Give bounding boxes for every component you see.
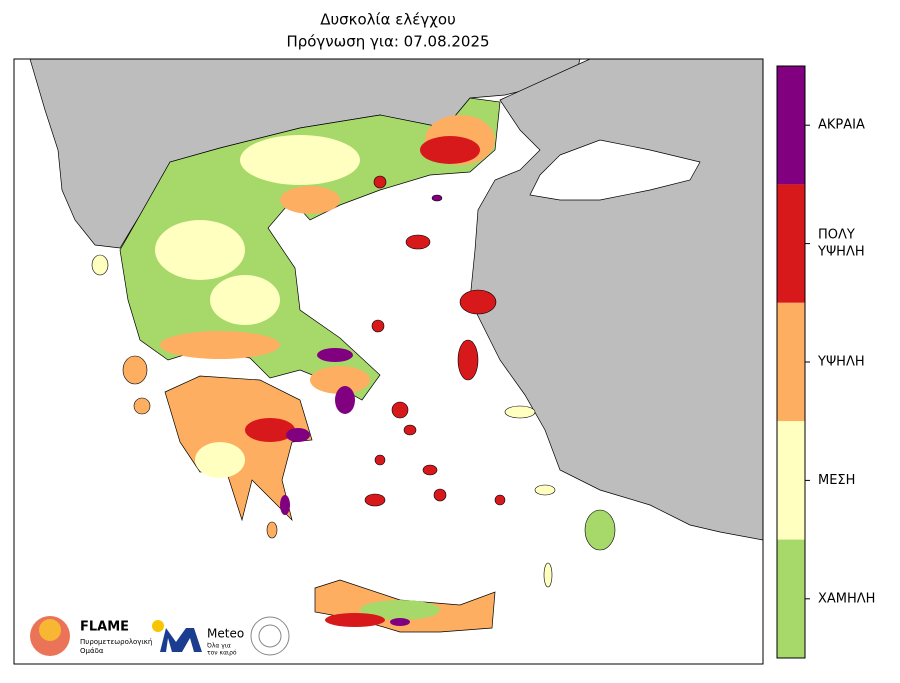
legend-swatch: [777, 66, 805, 185]
logo-text: Όλα για: [206, 643, 231, 650]
legend-swatch: [777, 539, 805, 658]
legend-label: ΑΚΡΑΙΑ: [818, 118, 865, 133]
legend-label: ΜΕΣΗ: [818, 473, 855, 488]
legend-label: ΥΨΗΛΗ: [817, 355, 865, 370]
colorbar-frame: [776, 65, 806, 659]
logos: FLAME Πυρομετεωρολογική Ομάδα Meteo Όλα …: [30, 616, 290, 657]
legend-label: ΠΟΛΥ: [818, 228, 855, 243]
legend-label: ΥΨΗΛΗ: [817, 245, 865, 260]
subtitle: Πρόγνωση για: 07.08.2025: [286, 33, 489, 51]
legend-label: ΧΑΜΗΛΗ: [818, 591, 875, 606]
logo-name: FLAME: [80, 620, 129, 635]
logo-text: Πυρομετεωρολογική: [80, 638, 152, 646]
map: [13, 58, 764, 665]
legend-swatch: [777, 421, 805, 540]
logo-name: Meteo: [207, 627, 244, 641]
logo-text: Ομάδα: [80, 647, 104, 655]
logo-text: τον καιρό: [207, 650, 237, 657]
legend-swatch: [777, 184, 805, 303]
title: Δυσκολία ελέγχου: [320, 11, 456, 29]
legend-swatch: [777, 302, 805, 422]
colorbar: ΑΚΡΑΙΑ ΠΟΛΥ ΥΨΗΛΗ ΥΨΗΛΗ ΜΕΣΗ ΧΑΜΗΛΗ: [776, 65, 875, 659]
